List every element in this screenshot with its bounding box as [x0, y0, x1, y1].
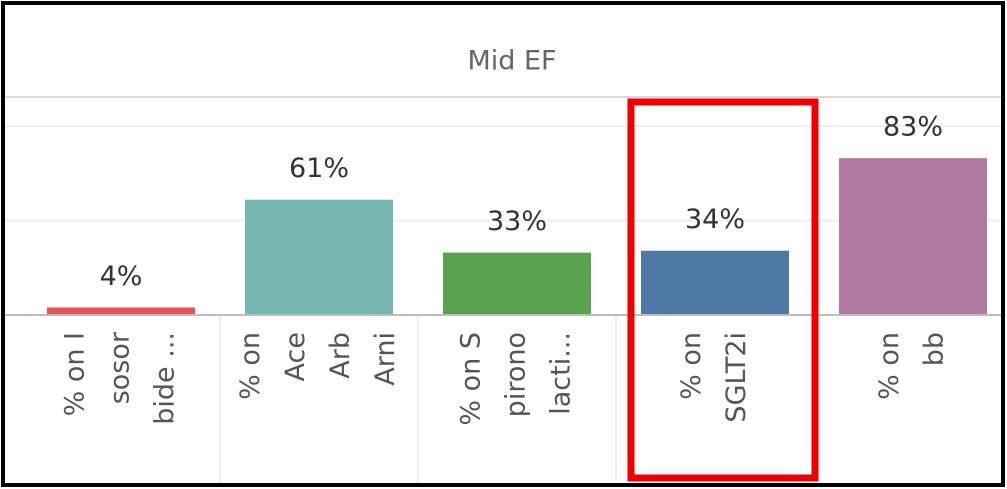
plot-area: 4% % on I sosor bide ... 61% % on Ace Arb Arni 33… [5, 112, 1001, 483]
bar [839, 158, 987, 315]
value-label: 34% [685, 204, 745, 235]
x-tick-label: lacti... [546, 332, 577, 415]
bar [443, 252, 591, 315]
x-tick-label: Ace [280, 332, 311, 381]
x-tick-label: Arb [325, 332, 356, 379]
bar [245, 199, 393, 315]
highlight-box [627, 98, 819, 482]
x-tick-label: pirono [501, 332, 532, 417]
value-label: 4% [100, 261, 143, 292]
x-tick-label: SGLT2i [721, 332, 752, 423]
bar [641, 250, 789, 315]
value-label: 61% [289, 153, 349, 184]
x-tick-label: % on I [60, 332, 91, 416]
x-tick-label: bide ... [150, 332, 181, 425]
x-tick-label: Arni [370, 332, 401, 386]
x-tick-label: % on S [456, 332, 487, 426]
value-label: 33% [487, 206, 547, 237]
bar [47, 307, 195, 315]
x-tick-label: % on [676, 332, 707, 400]
x-tick-label: sosor [105, 331, 136, 404]
value-label: 83% [883, 112, 943, 143]
x-tick-label: bb [919, 332, 950, 366]
x-tick-label: % on [874, 332, 905, 400]
x-tick-label: % on [235, 332, 266, 400]
chart-title: Mid EF [467, 46, 556, 77]
